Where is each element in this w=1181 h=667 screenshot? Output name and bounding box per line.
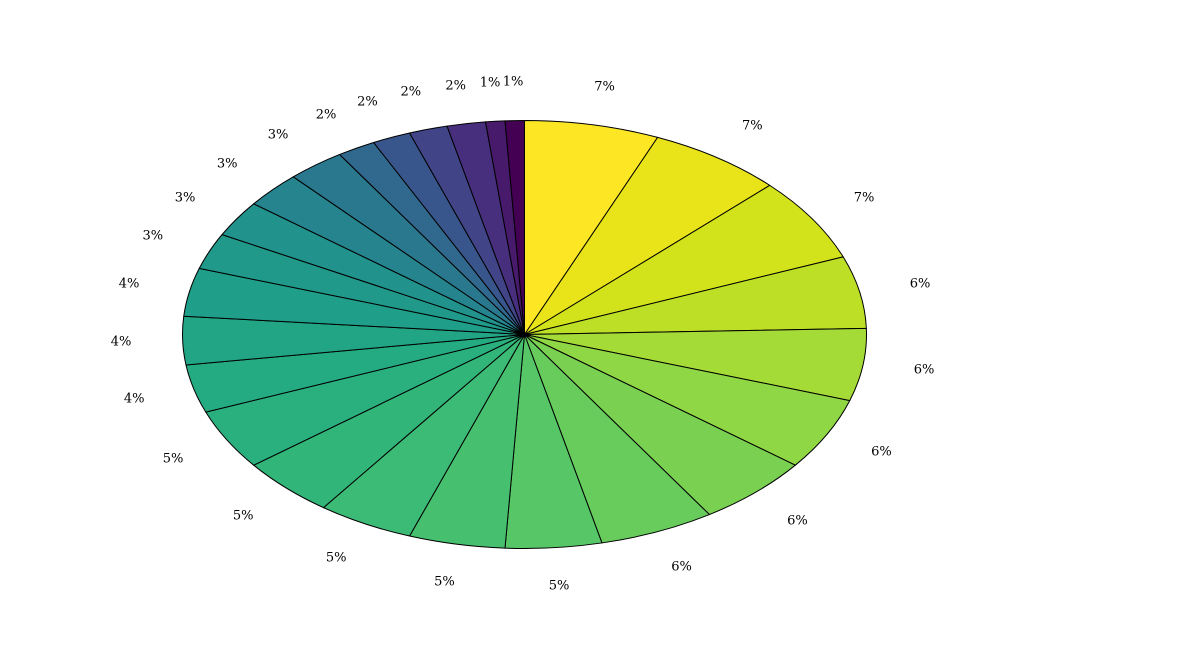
pie-percent-label: 6% — [871, 444, 892, 460]
pie-percent-label: 6% — [913, 362, 935, 378]
pie-percent-label: 3% — [174, 190, 196, 206]
pie-wedge[interactable] — [524, 184, 844, 335]
pie-percent-label: 5% — [162, 451, 184, 467]
pie-percent-label: 2% — [315, 107, 337, 123]
pie-percent-label: 5% — [548, 578, 570, 594]
pie-percent-label: 3% — [142, 228, 164, 244]
pie-percent-label: 6% — [909, 276, 931, 292]
pie-wedge[interactable] — [504, 120, 525, 335]
pie-percent-label: 2% — [445, 78, 466, 94]
pie-percent-label: 3% — [216, 156, 238, 172]
pie-percent-label: 7% — [853, 190, 875, 206]
pie-percent-label: 5% — [232, 508, 254, 524]
pie-percent-label: 7% — [741, 118, 763, 134]
pie-percent-label: 4% — [110, 334, 132, 350]
pie-wedge[interactable] — [524, 136, 771, 335]
pie-percent-label: 5% — [434, 574, 455, 590]
pie-percent-label: 7% — [594, 79, 615, 95]
pie-percent-label: 5% — [325, 550, 347, 566]
pie-percent-label: 4% — [118, 276, 140, 292]
pie-percent-label: 2% — [357, 94, 378, 110]
pie-percent-label: 3% — [267, 127, 289, 142]
pie-percent-label: 6% — [787, 513, 808, 528]
pie-percent-label: 2% — [400, 84, 422, 100]
pie-percent-label: 6% — [671, 559, 692, 575]
pie-wedge[interactable] — [524, 120, 659, 335]
pie-percent-label: 1% — [502, 74, 524, 90]
pie-percent-label: 1% — [479, 75, 501, 91]
pie-percent-label: 4% — [123, 391, 145, 407]
pie-wedge-group — [182, 120, 867, 549]
